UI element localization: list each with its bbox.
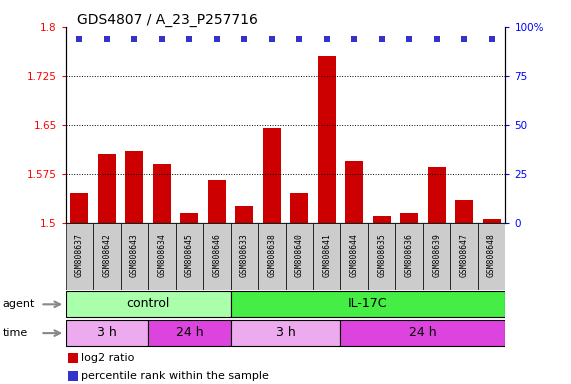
Bar (148, 320, 231, 346)
Point (267, 36, 276, 42)
Bar (98, 154, 116, 223)
Text: log2 ratio: log2 ratio (81, 353, 134, 363)
Bar (231, 291, 505, 317)
Bar (286, 223, 313, 290)
Text: GSM808639: GSM808639 (432, 233, 441, 277)
Text: control: control (126, 297, 170, 310)
Bar (263, 128, 281, 223)
Point (75, 36, 84, 42)
Bar (478, 223, 505, 290)
Point (130, 36, 139, 42)
Bar (68, 371, 78, 381)
Text: GDS4807 / A_23_P257716: GDS4807 / A_23_P257716 (77, 13, 258, 27)
Bar (423, 223, 451, 290)
Point (212, 36, 222, 42)
Text: GSM808640: GSM808640 (295, 233, 304, 277)
Bar (482, 220, 501, 223)
Bar (70, 194, 89, 223)
Text: GSM808648: GSM808648 (487, 233, 496, 277)
Bar (451, 223, 478, 290)
Point (240, 36, 249, 42)
Bar (153, 164, 171, 223)
Text: GSM808634: GSM808634 (158, 233, 166, 277)
Bar (345, 161, 363, 223)
Text: 3 h: 3 h (276, 326, 295, 339)
Bar (66, 291, 231, 317)
Bar (120, 223, 148, 290)
Bar (176, 223, 203, 290)
Point (432, 36, 441, 42)
Bar (93, 223, 120, 290)
Text: GSM808638: GSM808638 (267, 233, 276, 277)
Bar (68, 353, 78, 363)
Text: agent: agent (3, 299, 35, 309)
Text: GSM808645: GSM808645 (185, 233, 194, 277)
Text: GSM808646: GSM808646 (212, 233, 222, 277)
Text: GSM808636: GSM808636 (405, 233, 413, 277)
Point (487, 36, 496, 42)
Point (295, 36, 304, 42)
Text: GSM808641: GSM808641 (322, 233, 331, 277)
Bar (66, 223, 93, 290)
Bar (428, 167, 445, 223)
Bar (395, 223, 423, 290)
Text: GSM808633: GSM808633 (240, 233, 249, 277)
Bar (290, 194, 308, 223)
Bar (340, 223, 368, 290)
Text: 3 h: 3 h (97, 326, 116, 339)
Point (102, 36, 111, 42)
Bar (126, 151, 143, 223)
Text: time: time (3, 328, 28, 338)
Point (322, 36, 331, 42)
Bar (373, 216, 391, 223)
Bar (318, 56, 336, 223)
Bar (313, 223, 340, 290)
Bar (368, 223, 395, 290)
Text: GSM808643: GSM808643 (130, 233, 139, 277)
Bar (66, 320, 148, 346)
Bar (231, 223, 258, 290)
Bar (340, 320, 505, 346)
Bar (235, 207, 253, 223)
Bar (231, 320, 340, 346)
Text: GSM808637: GSM808637 (75, 233, 84, 277)
Point (185, 36, 194, 42)
Text: GSM808635: GSM808635 (377, 233, 386, 277)
Text: GSM808647: GSM808647 (460, 233, 469, 277)
Text: 24 h: 24 h (409, 326, 437, 339)
Point (405, 36, 414, 42)
Point (157, 36, 166, 42)
Bar (258, 223, 286, 290)
Text: 24 h: 24 h (175, 326, 203, 339)
Bar (208, 180, 226, 223)
Text: GSM808642: GSM808642 (102, 233, 111, 277)
Bar (180, 213, 198, 223)
Text: IL-17C: IL-17C (348, 297, 388, 310)
Point (460, 36, 469, 42)
Point (377, 36, 386, 42)
Point (349, 36, 359, 42)
Bar (455, 200, 473, 223)
Text: percentile rank within the sample: percentile rank within the sample (81, 371, 269, 381)
Bar (400, 213, 418, 223)
Text: GSM808644: GSM808644 (349, 233, 359, 277)
Bar (203, 223, 231, 290)
Bar (148, 223, 176, 290)
